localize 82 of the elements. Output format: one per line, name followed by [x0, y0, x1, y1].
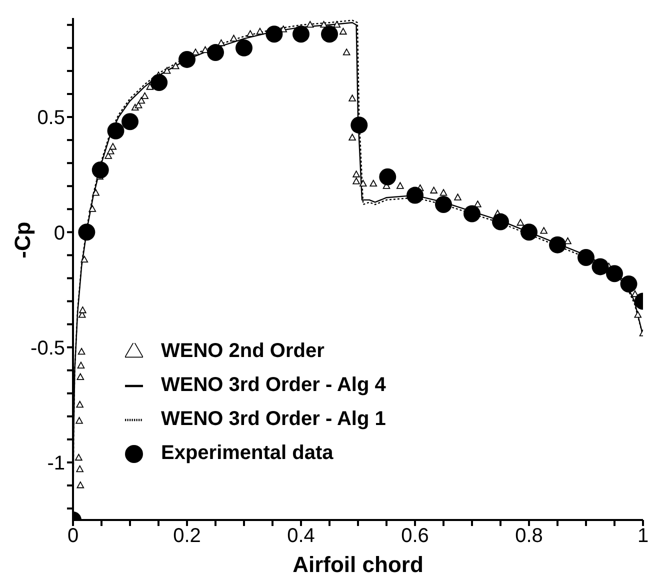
point [236, 39, 252, 56]
point [77, 362, 85, 368]
point [92, 161, 109, 178]
legend-label: WENO 3rd Order - Alg 4 [161, 374, 386, 396]
point [435, 196, 452, 214]
y-tick-label: -1 [47, 452, 65, 475]
point [350, 116, 368, 134]
x-tick-label: 0.6 [401, 525, 429, 548]
point [370, 180, 378, 187]
x-tick-label: 0.2 [173, 525, 201, 548]
x-tick-label: 0.4 [287, 525, 315, 548]
point [292, 26, 310, 43]
point [430, 186, 438, 194]
point [340, 28, 347, 35]
point [440, 189, 448, 196]
point [138, 96, 146, 104]
point [79, 306, 86, 314]
point [172, 62, 180, 70]
x-tick-label: 1 [637, 525, 649, 548]
point [348, 94, 356, 102]
point [146, 83, 154, 90]
point [92, 189, 100, 196]
point [379, 168, 396, 186]
x-axis-title: Airfoil chord [292, 552, 424, 577]
point [352, 178, 360, 184]
point [342, 48, 350, 56]
point [474, 200, 482, 208]
point [492, 213, 509, 230]
point [464, 205, 480, 222]
point [516, 218, 524, 226]
point [256, 28, 264, 35]
point [78, 348, 86, 355]
legend-label: WENO 2nd Order [161, 340, 324, 362]
legend-label: WENO 3rd Order - Alg 1 [161, 408, 386, 430]
x-tick-label: 0.8 [515, 525, 543, 548]
point [321, 26, 338, 43]
y-tick-label: 0.5 [37, 107, 65, 130]
point [76, 373, 84, 380]
point [192, 48, 200, 56]
point [348, 134, 356, 140]
point [141, 92, 148, 100]
point [520, 224, 538, 241]
y-tick-label: -0.5 [30, 337, 65, 360]
legend-label: Experimental data [161, 442, 334, 464]
point [454, 194, 462, 200]
point [88, 205, 96, 212]
point [406, 186, 424, 204]
point [246, 30, 254, 37]
point [75, 454, 82, 461]
point [266, 26, 283, 43]
point [549, 236, 566, 254]
point [150, 74, 168, 91]
y-tick-label: 0 [54, 222, 65, 244]
point [606, 265, 623, 282]
point [578, 248, 594, 266]
point [76, 400, 84, 408]
point [178, 50, 196, 68]
point [80, 256, 88, 263]
point [230, 34, 238, 42]
point [76, 417, 83, 424]
point [218, 39, 225, 46]
point [352, 170, 360, 178]
point [207, 44, 224, 62]
point [134, 102, 142, 108]
point [592, 258, 609, 276]
y-axis-title: -Cp [10, 222, 35, 258]
point [634, 311, 642, 318]
point [359, 180, 367, 187]
point [107, 122, 124, 140]
point [333, 20, 341, 28]
point [620, 275, 638, 292]
point [76, 482, 84, 488]
point [106, 148, 114, 154]
point [540, 227, 548, 234]
x-tick-label: 0 [67, 525, 79, 548]
point [306, 20, 314, 28]
point [76, 465, 84, 472]
point [78, 224, 96, 241]
point [122, 113, 138, 130]
point [109, 143, 117, 150]
point [396, 182, 404, 189]
point [163, 67, 171, 74]
